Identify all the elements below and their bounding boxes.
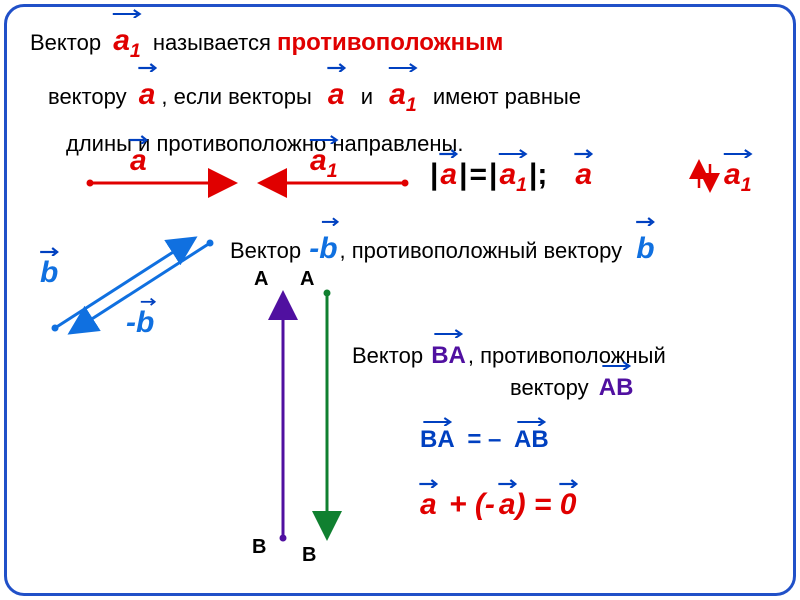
label-a1-right: a1 xyxy=(724,158,752,197)
opposite-arrows-icon xyxy=(690,156,720,194)
eq-magnitudes: | a | = | a1 |; a xyxy=(430,158,592,197)
point-A-right: A xyxy=(300,268,314,291)
point-A-left: A xyxy=(254,268,268,291)
eq-ba-minus-ab: BA = – AB xyxy=(420,426,549,454)
slide-content: Вектор a1 называется противоположным век… xyxy=(30,18,780,586)
point-B-right: B xyxy=(302,544,316,567)
eq-a-plus-minus-a: a + (- a ) = 0 xyxy=(420,488,576,522)
text-have-equal: имеют равные xyxy=(433,84,581,109)
line-vector-ab-right: вектору AB xyxy=(510,370,633,406)
line-vector-ba: Вектор BA , противоположный xyxy=(352,338,772,374)
point-B-left: B xyxy=(252,536,266,559)
arrows-ab-ba xyxy=(30,18,360,578)
